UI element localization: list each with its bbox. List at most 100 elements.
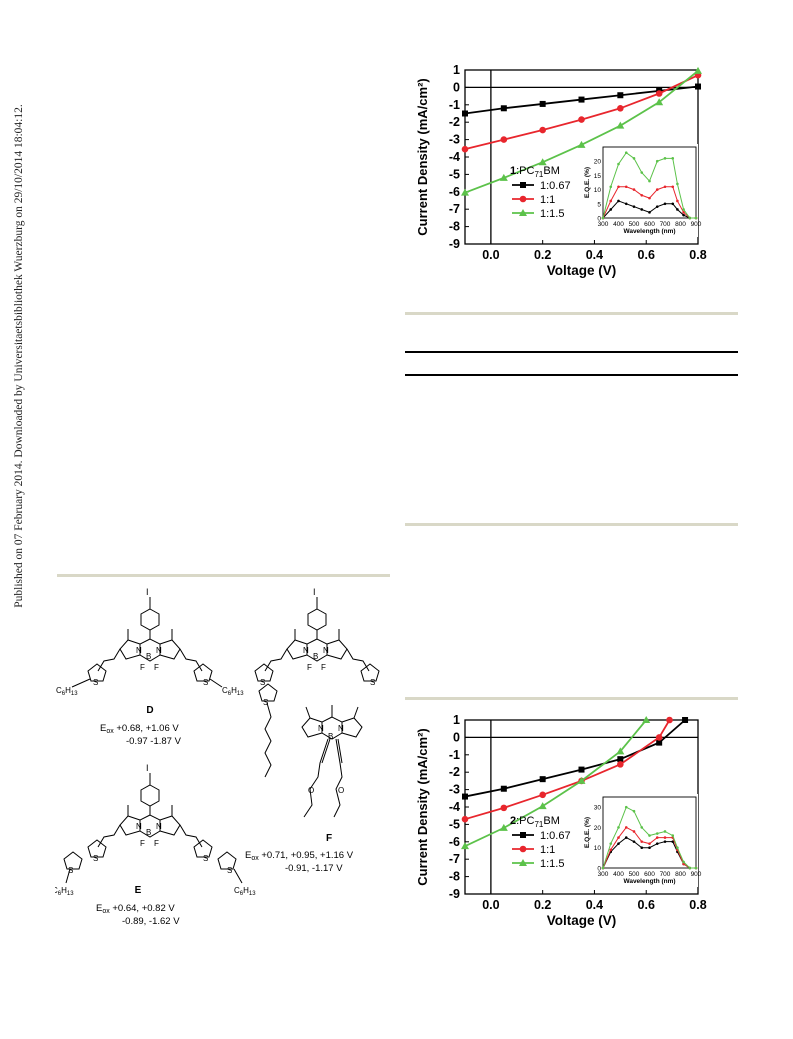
reduction-potentials-f: -0.91, -1.17 V <box>285 863 343 874</box>
data-point <box>578 766 585 773</box>
data-point <box>520 182 526 188</box>
inset-background <box>591 794 698 887</box>
inset-data-point <box>632 157 636 160</box>
inset-y-tick-label: 10 <box>594 187 602 194</box>
data-point <box>694 66 702 74</box>
inset-data-point <box>640 826 644 829</box>
atom-label: I <box>146 587 149 597</box>
y-tick-label: -1 <box>449 98 460 112</box>
y-tick-label: -8 <box>449 870 460 884</box>
x-tick-label: 0.6 <box>638 248 655 262</box>
data-point <box>500 785 507 792</box>
atom-label: S <box>203 854 208 863</box>
data-point <box>655 90 663 97</box>
x-tick-label: 0.4 <box>586 248 603 262</box>
y-tick-label: -6 <box>449 835 460 849</box>
inset-data-point <box>648 846 651 850</box>
inset-data-point <box>655 205 659 208</box>
inset-data-point <box>676 208 679 211</box>
x-axis-label: Voltage (V) <box>547 913 617 928</box>
inset-x-tick-label: 400 <box>613 871 624 878</box>
y-tick-label: -7 <box>449 202 460 216</box>
inset-x-tick-label: 800 <box>675 871 686 878</box>
inset-y-tick-label: 30 <box>594 805 602 812</box>
jv-chart-2: 10-1-2-3-4-5-6-7-8-90.0 0.2 0.4 0.6 0.8Volta… <box>415 713 707 928</box>
inset-data-point <box>624 202 628 206</box>
inset-data-point <box>688 216 692 220</box>
data-point <box>539 776 546 783</box>
atom-label: S <box>260 678 265 687</box>
molecule-label-f: F <box>326 833 332 844</box>
x-tick-label: 0.0 <box>482 898 499 912</box>
inset-data-point <box>694 216 698 220</box>
inset-data-point <box>609 848 613 852</box>
data-point <box>577 140 586 148</box>
data-point <box>578 96 585 103</box>
reduction-potentials-e: -0.89, -1.62 V <box>122 916 180 927</box>
data-point <box>617 104 624 112</box>
inset-data-point <box>624 805 628 809</box>
y-tick-label: -8 <box>449 220 460 234</box>
y-tick-label: -7 <box>449 852 460 866</box>
y-tick-label: -3 <box>449 783 460 797</box>
inset-x-tick-label: 800 <box>675 221 686 228</box>
x-tick-label: 0.4 <box>586 898 603 912</box>
inset-data-point <box>601 216 605 220</box>
x-tick-label: 0.8 <box>689 248 706 262</box>
data-point <box>642 716 651 723</box>
y-tick-label: -9 <box>449 237 460 251</box>
legend-label: 1:0.67 <box>540 180 571 192</box>
hexyl-label: C6H13 <box>56 686 78 697</box>
data-point <box>499 823 508 831</box>
legend-label: 1:0.67 <box>540 830 571 842</box>
oxidation-potentials-e: Eox +0.64, +0.82 V <box>96 903 175 915</box>
atom-label: N <box>303 646 309 655</box>
inset-x-axis-label: Wavelength (nm) <box>623 228 675 235</box>
x-axis-label: Voltage (V) <box>547 263 617 278</box>
inset-data-point <box>682 862 685 866</box>
atom-label: F <box>307 663 312 672</box>
molecule-f: N B N O O I N B N F F S S S F Eox +0.71,… <box>245 587 380 874</box>
y-tick-label: -1 <box>449 748 460 762</box>
atom-label: O <box>338 786 344 795</box>
inset-x-tick-label: 500 <box>629 871 640 878</box>
atom-label: N <box>323 646 329 655</box>
inset-data-point <box>682 211 685 214</box>
data-point <box>682 717 689 723</box>
x-tick-label: 0.0 <box>482 248 499 262</box>
separator-rule <box>405 697 738 700</box>
y-tick-label: -9 <box>449 887 460 901</box>
inset-y-tick-label: 15 <box>594 173 602 180</box>
data-point <box>655 98 664 106</box>
data-point <box>500 804 508 812</box>
y-tick-label: 1 <box>453 63 460 77</box>
data-point <box>462 110 468 117</box>
molecule-e: I N B N F F S S S S C6H13 C6H13 E Eox +0… <box>55 763 256 927</box>
inset-x-tick-label: 600 <box>644 871 655 878</box>
y-tick-label: -5 <box>449 167 460 181</box>
structures-figure: I N B N F F S S C6H13 C6H13 D Eox +0.68,… <box>55 587 380 927</box>
inset-data-point <box>609 185 613 189</box>
legend-label: 1:1.5 <box>540 858 564 870</box>
inset-y-tick-label: 20 <box>594 825 602 832</box>
data-point <box>539 100 546 107</box>
inset-data-point <box>694 866 698 870</box>
x-tick-label: 0.2 <box>534 898 551 912</box>
atom-label: F <box>321 663 326 672</box>
legend-title: 2:PC71BM <box>510 815 560 829</box>
x-tick-label: 0.6 <box>638 898 655 912</box>
data-point <box>461 815 469 823</box>
y-tick-label: 0 <box>453 730 460 744</box>
inset-data-point <box>676 182 679 186</box>
inset-x-axis-label: Wavelength (nm) <box>623 878 675 885</box>
atom-label: O <box>308 786 314 795</box>
inset-data-point <box>632 809 636 813</box>
atom-label: F <box>154 663 159 672</box>
inset-data-point <box>655 842 659 845</box>
inset-data-point <box>682 208 685 211</box>
inset-frame <box>602 146 697 219</box>
data-point <box>520 832 526 838</box>
inset-series-line <box>602 151 696 219</box>
atom-label: S <box>93 854 98 863</box>
inset-data-point <box>682 860 685 864</box>
